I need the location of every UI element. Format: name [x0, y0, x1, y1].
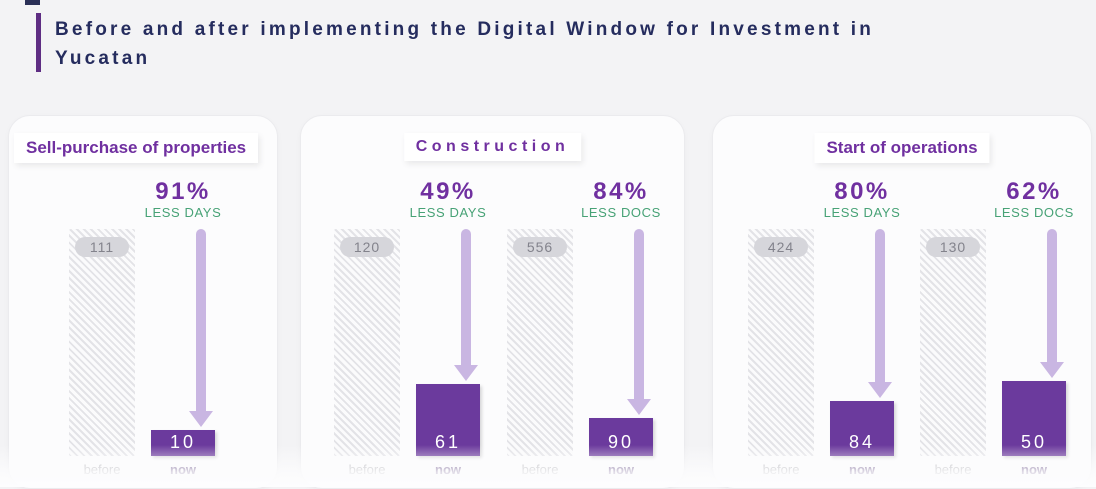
arrow-head	[627, 399, 651, 415]
arrow-shaft	[1047, 229, 1057, 362]
arrow-head	[454, 365, 478, 381]
top-edge-mark	[25, 0, 40, 5]
before-bar-hatched: 130	[920, 229, 986, 456]
slide-title: Before and after implementing the Digita…	[55, 15, 874, 73]
title-accent-bar	[36, 13, 41, 72]
stat-block: 91% LESS DAYS	[145, 179, 222, 221]
before-axis-label: before	[521, 462, 559, 477]
panel-title-label: Start of operations	[826, 138, 978, 157]
percent-value: 80%	[834, 178, 890, 205]
panel-title-label: Sell-purchase of properties	[26, 138, 247, 157]
axis-labels: before now	[920, 462, 1066, 477]
metric-label: LESS DOCS	[994, 205, 1074, 220]
now-axis-label: now	[1021, 462, 1047, 477]
arrow-head	[189, 411, 213, 427]
panel-sell-purchase: Sell-purchase of properties 91% LESS DAY…	[8, 115, 278, 489]
now-value: 10	[169, 432, 197, 452]
percent-value: 62%	[1006, 178, 1062, 205]
stat-block: 84% LESS DOCS	[581, 179, 661, 221]
now-column: 90	[589, 229, 653, 456]
stat-block: 62% LESS DOCS	[994, 179, 1074, 221]
now-axis-label: now	[170, 462, 196, 477]
before-value-badge: 111	[75, 237, 129, 257]
metric-label: LESS DAYS	[144, 205, 222, 220]
arrow-shaft	[875, 229, 885, 382]
panel-construction: Construction 49% LESS DAYS 120 61 before	[300, 115, 685, 489]
percent-value: 49%	[420, 178, 476, 205]
slide-title-line-2: Yucatan	[55, 48, 151, 69]
before-value-badge: 130	[926, 237, 980, 257]
stat-block: 49% LESS DAYS	[410, 179, 487, 221]
before-bar-hatched: 424	[748, 229, 814, 456]
now-value: 61	[434, 432, 462, 452]
before-bar-hatched: 111	[69, 229, 135, 456]
before-axis-label: before	[83, 462, 121, 477]
now-column: 84	[830, 229, 894, 456]
now-axis-label: now	[849, 462, 875, 477]
now-axis-label: now	[435, 462, 461, 477]
bar-pair: 424 84	[748, 229, 894, 456]
percent-value: 84%	[593, 178, 649, 205]
before-bar-hatched: 556	[507, 229, 573, 456]
arrow-head	[1040, 362, 1064, 378]
arrow-shaft	[196, 229, 206, 411]
down-arrow-icon	[1040, 229, 1064, 378]
now-bar: 10	[151, 430, 215, 456]
now-bar: 50	[1002, 381, 1066, 456]
arrow-head	[868, 382, 892, 398]
axis-labels: before now	[334, 462, 480, 477]
slide-title-line-1: Before and after implementing the Digita…	[55, 19, 875, 40]
before-value-badge: 556	[513, 237, 567, 257]
now-value: 50	[1020, 432, 1048, 452]
now-column: 50	[1002, 229, 1066, 456]
before-axis-label: before	[762, 462, 800, 477]
axis-labels: before now	[69, 462, 215, 477]
down-arrow-icon	[454, 229, 478, 381]
panel-title-construction: Construction	[403, 133, 582, 161]
now-column: 10	[151, 229, 215, 456]
panel-start-of-operations: Start of operations 80% LESS DAYS 424 84…	[712, 115, 1092, 489]
now-axis-label: now	[608, 462, 634, 477]
before-bar-hatched: 120	[334, 229, 400, 456]
now-bar: 90	[589, 418, 653, 456]
down-arrow-icon	[627, 229, 651, 415]
down-arrow-icon	[189, 229, 213, 427]
before-value-badge: 424	[754, 237, 808, 257]
bar-pair: 120 61	[334, 229, 480, 456]
panel-title-start-of-operations: Start of operations	[814, 133, 990, 163]
panel-title-label: Construction	[415, 138, 570, 155]
percent-value: 91%	[155, 178, 211, 205]
now-bar: 84	[830, 401, 894, 456]
metric-label: LESS DAYS	[409, 205, 487, 220]
arrow-shaft	[634, 229, 644, 399]
now-value: 90	[607, 432, 635, 452]
bar-pair: 556 90	[507, 229, 653, 456]
metric-label: LESS DAYS	[823, 205, 901, 220]
stat-block: 80% LESS DAYS	[824, 179, 901, 221]
arrow-shaft	[461, 229, 471, 365]
metric-label: LESS DOCS	[581, 205, 661, 220]
before-axis-label: before	[934, 462, 972, 477]
bar-pair: 111 10	[69, 229, 215, 456]
axis-labels: before now	[507, 462, 653, 477]
now-value: 84	[848, 432, 876, 452]
before-axis-label: before	[348, 462, 386, 477]
bar-pair: 130 50	[920, 229, 1066, 456]
down-arrow-icon	[868, 229, 892, 398]
panel-title-sell-purchase: Sell-purchase of properties	[14, 133, 259, 163]
now-column: 61	[416, 229, 480, 456]
now-bar: 61	[416, 384, 480, 456]
axis-labels: before now	[748, 462, 894, 477]
before-value-badge: 120	[340, 237, 394, 257]
